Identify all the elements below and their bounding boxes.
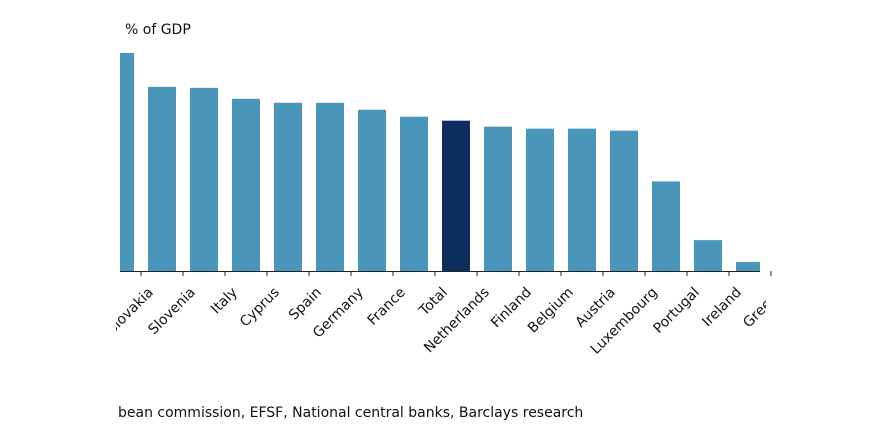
bar	[694, 240, 722, 271]
bar	[736, 262, 760, 271]
source-note: bean commission, EFSF, National central …	[118, 405, 583, 421]
x-tick-label: Belgium	[525, 285, 577, 337]
bar	[442, 120, 470, 271]
x-tick-label: Italy	[208, 285, 241, 318]
bar	[652, 181, 680, 271]
bar	[120, 52, 134, 271]
x-tick-label: France	[365, 285, 409, 329]
x-tick-label: Greece	[740, 285, 787, 332]
x-tick-label: Cyprus	[237, 285, 283, 331]
bar	[358, 109, 386, 272]
bar	[526, 128, 554, 271]
chart-title: % of GDP	[125, 22, 191, 38]
bar	[484, 126, 512, 271]
bar	[610, 130, 638, 271]
bar	[400, 116, 428, 271]
bars	[120, 52, 760, 272]
bar	[148, 86, 176, 271]
x-tick-label: Portugal	[651, 285, 703, 337]
x-tick-label: Ireland	[699, 285, 745, 331]
x-tick-label: Spain	[286, 285, 325, 324]
bar	[274, 102, 302, 271]
x-tick-label: Total	[416, 285, 451, 320]
bar	[316, 102, 344, 271]
bar	[232, 98, 260, 271]
bar	[568, 128, 596, 271]
bar	[190, 87, 218, 271]
